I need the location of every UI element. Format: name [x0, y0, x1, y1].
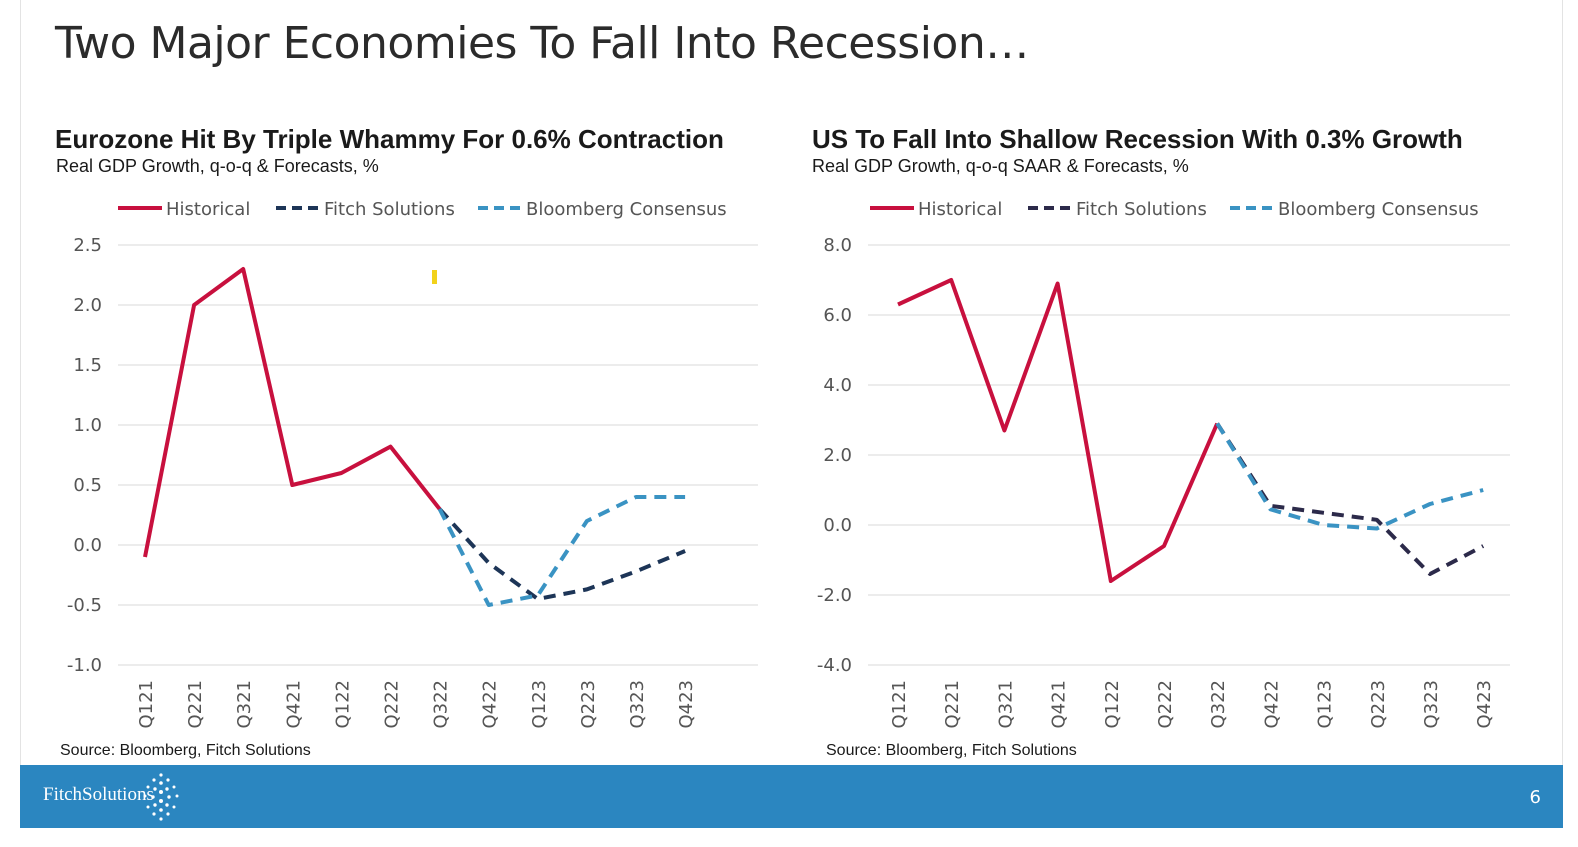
footer-bar: FitchSolutions 6 [20, 765, 1563, 828]
x-tick-label: Q323 [1421, 680, 1442, 729]
x-tick-label: Q121 [136, 680, 157, 729]
y-tick-label: 1.0 [73, 415, 102, 436]
x-tick-label: Q222 [1155, 680, 1176, 729]
us-source-note: Source: Bloomberg, Fitch Solutions [826, 742, 1077, 759]
x-tick-label: Q321 [995, 680, 1016, 729]
x-tick-label: Q322 [431, 680, 452, 729]
y-tick-label: 0.0 [73, 535, 102, 556]
slide-left-border [20, 0, 21, 765]
y-tick-label: 0.5 [73, 475, 102, 496]
x-tick-label: Q222 [382, 680, 403, 729]
x-tick-label: Q221 [942, 680, 963, 729]
y-tick-label: 4.0 [823, 375, 852, 396]
us-chart-subtitle: Real GDP Growth, q-o-q SAAR & Forecasts,… [812, 156, 1189, 176]
y-tick-label: 0.0 [823, 515, 852, 536]
legend-label-historical: Historical [918, 199, 1002, 220]
x-tick-label: Q223 [1368, 680, 1389, 729]
y-tick-label: 6.0 [823, 305, 852, 326]
x-tick-label: Q221 [185, 680, 206, 729]
us-series-historical [897, 278, 1220, 583]
eurozone-source-note: Source: Bloomberg, Fitch Solutions [60, 742, 311, 759]
highlight-marker [432, 270, 437, 284]
eurozone-series-fitch-solutions [438, 507, 686, 601]
y-tick-label: -0.5 [67, 595, 102, 616]
y-tick-label: 2.5 [73, 235, 102, 256]
y-tick-label: 1.5 [73, 355, 102, 376]
eurozone-series-historical [143, 267, 442, 558]
slide-title: Two Major Economies To Fall Into Recessi… [55, 18, 1029, 69]
us-series-bloomberg-consensus [1215, 422, 1484, 531]
fitch-solutions-logo: FitchSolutions [43, 784, 154, 805]
x-tick-label: Q123 [529, 680, 550, 729]
legend-label-bloomberg-consensus: Bloomberg Consensus [526, 199, 727, 220]
slide-right-border [1562, 0, 1563, 765]
x-tick-label: Q321 [234, 680, 255, 729]
x-tick-label: Q122 [332, 680, 353, 729]
legend-label-fitch-solutions: Fitch Solutions [1076, 199, 1207, 220]
legend-label-historical: Historical [166, 199, 250, 220]
us-gdp-chart: 8.0 6.0 4.0 2.0 0.0 -2.0 -4.0 Q121 Q221 Q321 Q421 Q… [817, 199, 1510, 729]
x-tick-label: Q123 [1315, 680, 1336, 729]
x-tick-label: Q122 [1102, 680, 1123, 729]
y-tick-label: 2.0 [73, 295, 102, 316]
x-tick-label: Q423 [1474, 680, 1495, 729]
x-tick-label: Q322 [1208, 680, 1229, 729]
y-tick-label: -2.0 [817, 585, 852, 606]
x-tick-label: Q421 [283, 680, 304, 729]
x-tick-label: Q423 [676, 680, 697, 729]
eurozone-chart-subtitle: Real GDP Growth, q-o-q & Forecasts, % [56, 156, 379, 176]
y-tick-label: -1.0 [67, 655, 102, 676]
us-chart-title: US To Fall Into Shallow Recession With 0… [812, 124, 1463, 154]
legend-label-fitch-solutions: Fitch Solutions [324, 199, 455, 220]
eurozone-chart-title: Eurozone Hit By Triple Whammy For 0.6% C… [55, 124, 724, 154]
starburst-logo-icon [143, 773, 179, 821]
x-tick-label: Q121 [889, 680, 910, 729]
legend-label-bloomberg-consensus: Bloomberg Consensus [1278, 199, 1479, 220]
x-tick-label: Q421 [1049, 680, 1070, 729]
eurozone-gdp-chart: 2.5 2.0 1.5 1.0 0.5 0.0 -0.5 -1.0 Q121 Q221 Q321 Q4… [67, 199, 758, 729]
x-tick-label: Q223 [578, 680, 599, 729]
y-tick-label: 8.0 [823, 235, 852, 256]
x-tick-label: Q422 [480, 680, 501, 729]
x-tick-label: Q323 [627, 680, 648, 729]
eurozone-series-bloomberg-consensus [437, 495, 686, 607]
y-tick-label: 2.0 [823, 445, 852, 466]
x-tick-label: Q422 [1261, 680, 1282, 729]
y-tick-label: -4.0 [817, 655, 852, 676]
page-number: 6 [1529, 787, 1541, 808]
